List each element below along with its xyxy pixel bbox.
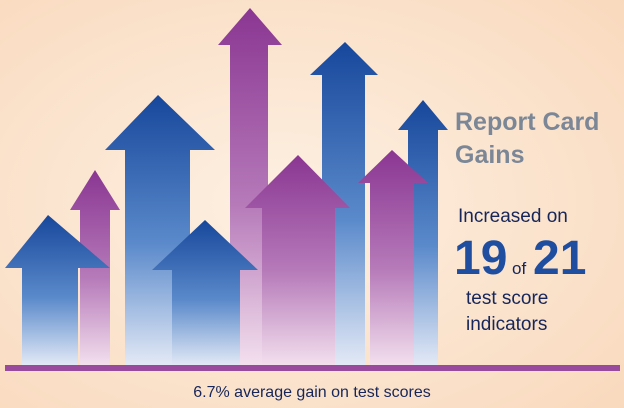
stat-total: 21 bbox=[533, 232, 586, 285]
stat-count: 19 bbox=[454, 232, 507, 285]
stat-tail: test score bbox=[466, 288, 548, 309]
stat-lead: Increased on bbox=[458, 206, 568, 227]
footer-note: 6.7% average gain on test scores bbox=[193, 384, 430, 401]
heading-line: Gains bbox=[455, 141, 524, 169]
stat-joiner: of bbox=[512, 259, 526, 278]
heading-line: Report Card bbox=[455, 108, 599, 136]
infographic: Report Card Gains Increased on 19 of 21 … bbox=[0, 0, 624, 408]
stat-tail: indicators bbox=[466, 314, 547, 335]
baseline-bar bbox=[5, 365, 620, 371]
